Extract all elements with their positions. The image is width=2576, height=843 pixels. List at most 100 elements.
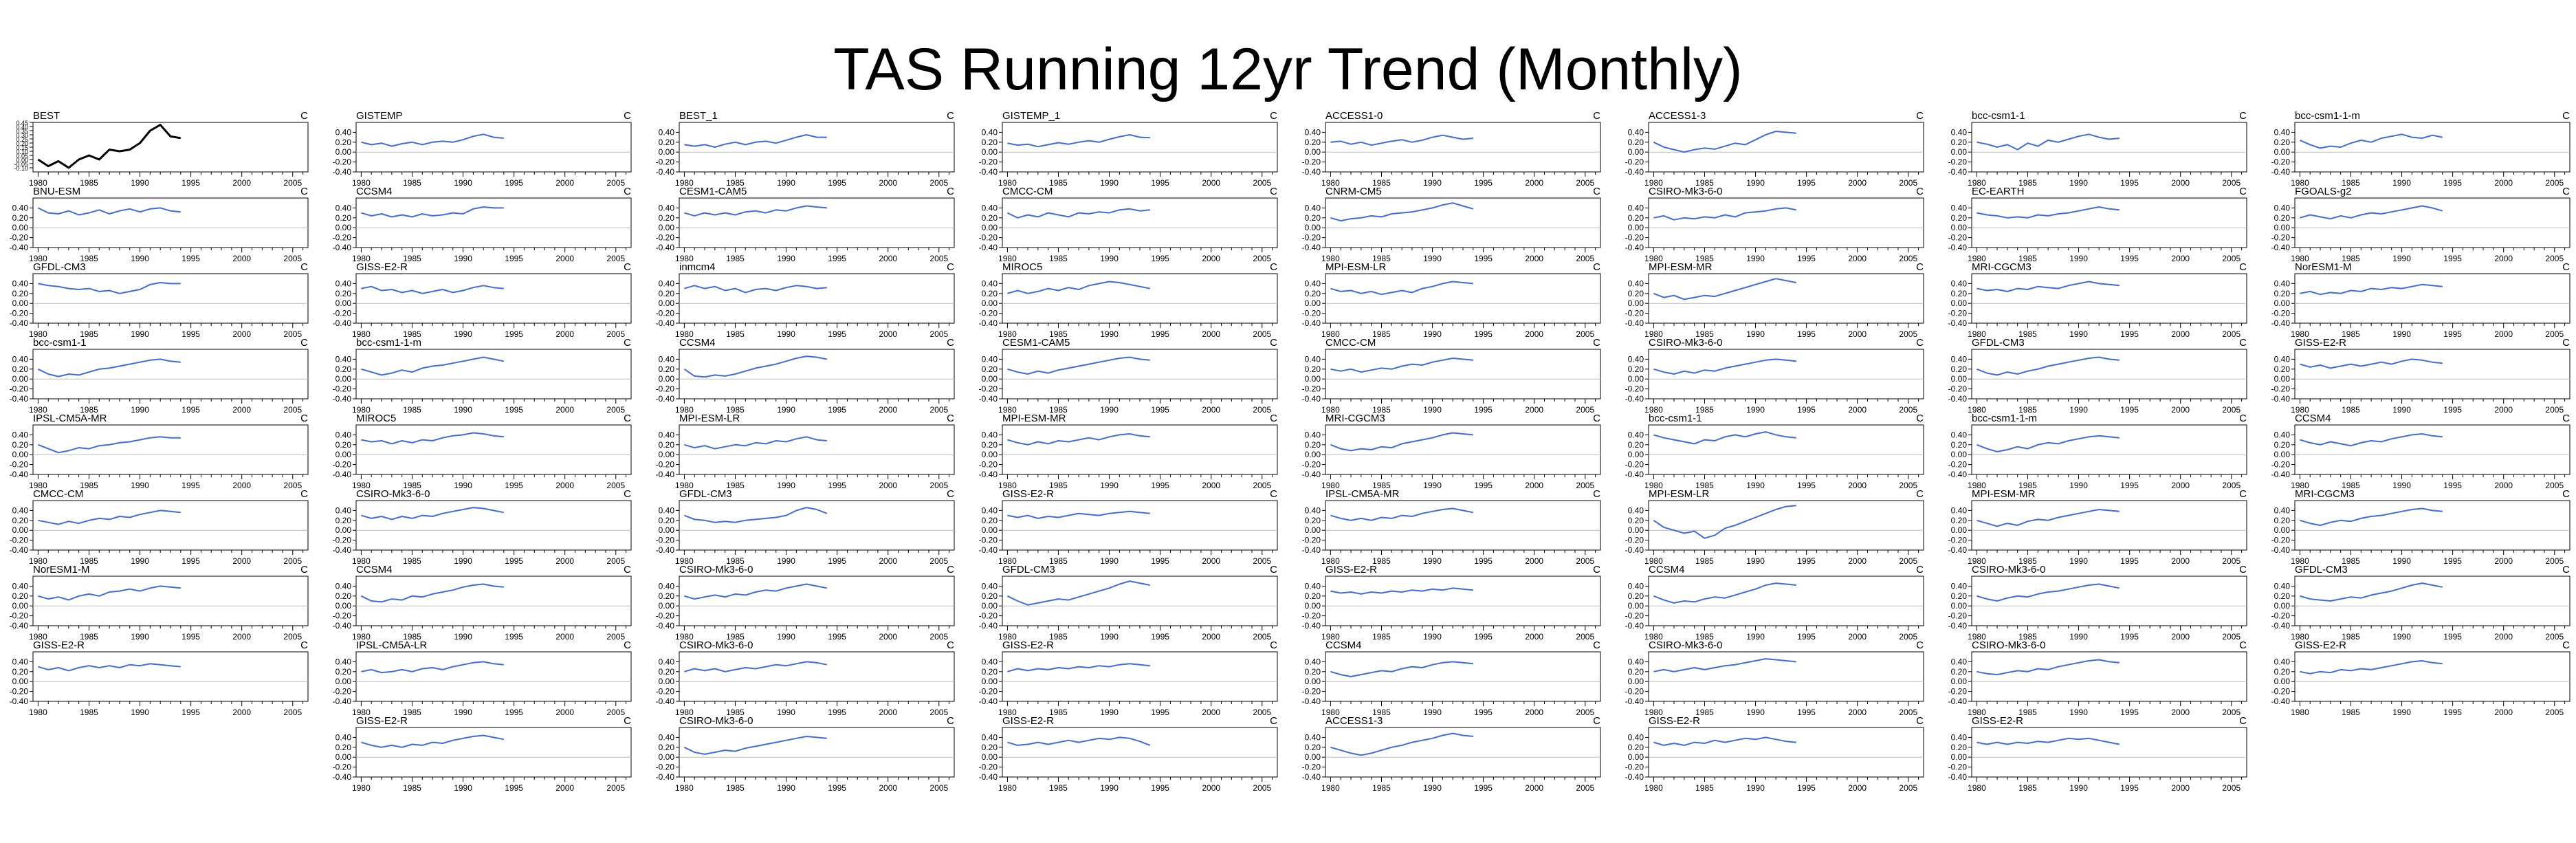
x-tick-label: 1980: [352, 329, 371, 339]
x-tick-label: 1980: [29, 254, 47, 263]
panel-title: bcc-csm1-1: [1649, 413, 1702, 424]
plot-frame: [355, 349, 632, 399]
x-tick-label: 2005: [1899, 632, 1917, 642]
y-tick-label: 0.00: [982, 752, 998, 762]
panel-unit: C: [624, 639, 631, 651]
panel-unit: C: [300, 488, 308, 500]
x-tick-label: 1985: [1372, 783, 1391, 793]
panel: CSIRO-Mk3-6-0 C -0.40-0.200.000.200.40 1980…: [656, 564, 955, 642]
panel: GFDL-CM3 C -0.40-0.200.000.200.40 1980 1985 1…: [979, 564, 1278, 642]
x-tick-label: 1980: [1968, 632, 1986, 642]
y-tick-label: -0.20: [979, 460, 998, 470]
x-tick-label: 1985: [403, 708, 421, 717]
x-tick-label: 1980: [29, 708, 47, 717]
y-tick-label: -0.40: [1948, 621, 1968, 631]
series-line: [2300, 358, 2443, 369]
x-tick-label: 1985: [403, 632, 421, 642]
panel-unit: C: [1916, 564, 1924, 576]
x-tick-label: 1980: [1968, 178, 1986, 188]
x-tick-label: 2000: [2171, 329, 2190, 339]
y-tick-label: 0.40: [1305, 657, 1321, 666]
x-tick-label: 1980: [675, 405, 694, 415]
x-tick-label: 1995: [1797, 632, 1816, 642]
plot-frame: [2294, 576, 2571, 626]
panel-title: MPI-ESM-LR: [1325, 261, 1387, 273]
x-tick-label: 1995: [505, 556, 523, 566]
x-tick-label: 1990: [2069, 481, 2088, 490]
panel-unit: C: [1593, 715, 1600, 727]
x-tick-label: 2000: [555, 178, 574, 188]
y-tick-label: 0.20: [335, 213, 352, 223]
series-line: [1977, 659, 2120, 676]
x-tick-label: 2000: [1202, 556, 1220, 566]
x-tick-label: 1980: [1321, 329, 1340, 339]
x-tick-label: 1980: [1644, 783, 1663, 793]
y-tick-label: 0.40: [1951, 203, 1968, 212]
y-tick-label: 0.40: [1628, 581, 1644, 591]
plot-frame: [1648, 651, 1924, 702]
x-tick-label: 1985: [80, 405, 98, 415]
y-tick-label: 0.40: [1951, 278, 1968, 288]
x-tick-label: 2000: [1525, 556, 1543, 566]
x-tick-label: 1995: [505, 329, 523, 339]
y-tick-label: 0.40: [659, 581, 675, 591]
panel-unit: C: [2239, 413, 2247, 424]
panel-title: inmcm4: [679, 261, 716, 273]
panel: MRI-CGCM3 C -0.40-0.200.000.200.40 1980 1985…: [1948, 261, 2247, 339]
y-tick-label: -0.20: [979, 384, 998, 394]
panel: BEST_1 C -0.40-0.200.000.200.40 1980 1985 199…: [656, 110, 955, 188]
y-tick-label: -0.20: [979, 309, 998, 318]
y-tick-label: 0.00: [1951, 147, 1968, 157]
x-tick-label: 1990: [454, 481, 472, 490]
panel: MPI-ESM-LR C -0.40-0.200.000.200.40 1980 198…: [1302, 261, 1601, 339]
y-tick-label: 0.00: [659, 525, 675, 535]
y-tick-label: -0.20: [656, 157, 675, 167]
y-tick-label: 0.00: [1951, 223, 1968, 232]
y-tick-label: -0.20: [2271, 611, 2291, 621]
x-tick-label: 1990: [1100, 708, 1119, 717]
panel-title: IPSL-CM5A-MR: [1325, 488, 1400, 500]
x-tick-label: 1990: [454, 783, 472, 793]
panel-unit: C: [2562, 413, 2570, 424]
y-tick-label: -0.20: [1302, 157, 1321, 167]
x-tick-label: 1995: [2120, 405, 2139, 415]
x-tick-label: 1985: [80, 178, 98, 188]
y-tick-label: -0.40: [656, 621, 675, 631]
x-tick-label: 1980: [998, 783, 1017, 793]
x-tick-label: 2000: [879, 178, 897, 188]
y-tick-label: 0.20: [1628, 743, 1644, 752]
x-tick-label: 2000: [1525, 329, 1543, 339]
panel-unit: C: [2239, 488, 2247, 500]
x-tick-label: 1980: [998, 329, 1017, 339]
x-tick-label: 1990: [1423, 481, 1442, 490]
y-tick-label: 0.20: [335, 667, 352, 677]
y-tick-label: 0.20: [2274, 289, 2291, 298]
y-tick-label: -0.20: [1302, 536, 1321, 545]
series-line: [1653, 358, 1796, 375]
series-line: [1653, 582, 1796, 604]
y-tick-label: 0.20: [2274, 516, 2291, 525]
y-tick-label: -0.40: [1948, 243, 1968, 252]
y-tick-label: -0.40: [979, 545, 998, 555]
y-tick-label: 0.20: [2274, 591, 2291, 601]
y-tick-label: 0.40: [335, 581, 352, 591]
y-tick-label: -0.20: [333, 687, 352, 697]
plot-frame: [2294, 197, 2571, 248]
x-tick-label: 1985: [2342, 632, 2360, 642]
panel: GISS-E2-R C -0.40-0.200.000.200.40 1980 1985…: [10, 639, 309, 717]
y-tick-label: -0.40: [656, 318, 675, 328]
panel-unit: C: [947, 413, 954, 424]
panel-unit: C: [300, 413, 308, 424]
x-tick-label: 1990: [1423, 254, 1442, 263]
panel: GISTEMP C -0.40-0.200.000.200.40 1980 1985 19…: [333, 110, 632, 188]
x-tick-label: 2000: [1848, 254, 1867, 263]
y-tick-label: 0.00: [12, 677, 29, 686]
y-tick-label: 0.20: [1951, 591, 1968, 601]
series-line: [1330, 134, 1473, 146]
panel-title: BEST_1: [679, 110, 718, 122]
panel-unit: C: [947, 715, 954, 727]
x-tick-label: 2005: [929, 405, 948, 415]
x-tick-label: 1980: [2291, 329, 2309, 339]
x-tick-label: 2005: [2545, 556, 2564, 566]
x-tick-label: 2000: [555, 405, 574, 415]
